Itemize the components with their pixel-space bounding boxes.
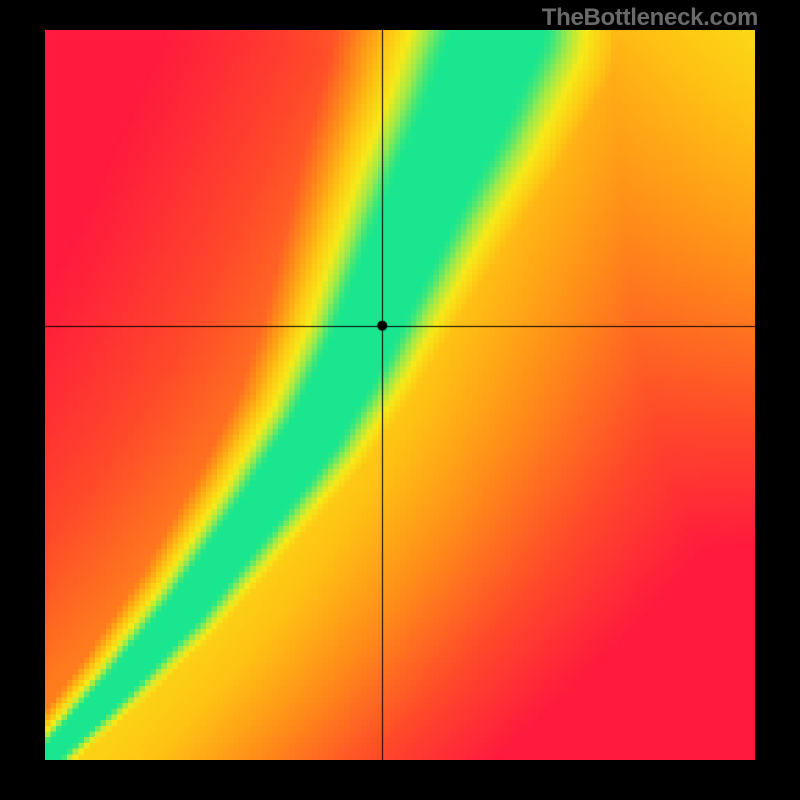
chart-container: TheBottleneck.com	[0, 0, 800, 800]
crosshair-overlay	[45, 30, 755, 760]
watermark-label: TheBottleneck.com	[542, 4, 758, 32]
